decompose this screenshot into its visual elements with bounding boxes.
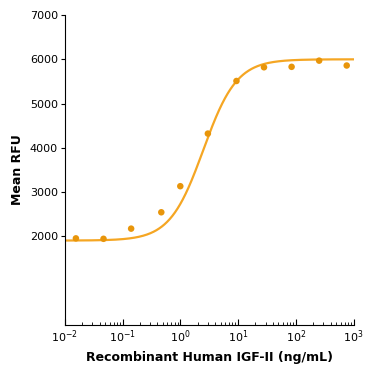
Point — [234, 78, 240, 84]
Point — [205, 130, 211, 136]
Point — [177, 183, 183, 189]
Point — [128, 226, 134, 232]
Point — [261, 64, 267, 70]
Point — [344, 63, 350, 69]
Y-axis label: Mean RFU: Mean RFU — [11, 135, 24, 205]
Point — [289, 64, 295, 70]
Point — [158, 209, 164, 215]
X-axis label: Recombinant Human IGF-II (ng/mL): Recombinant Human IGF-II (ng/mL) — [86, 351, 333, 364]
Point — [73, 236, 79, 242]
Point — [316, 58, 322, 64]
Point — [100, 236, 106, 242]
